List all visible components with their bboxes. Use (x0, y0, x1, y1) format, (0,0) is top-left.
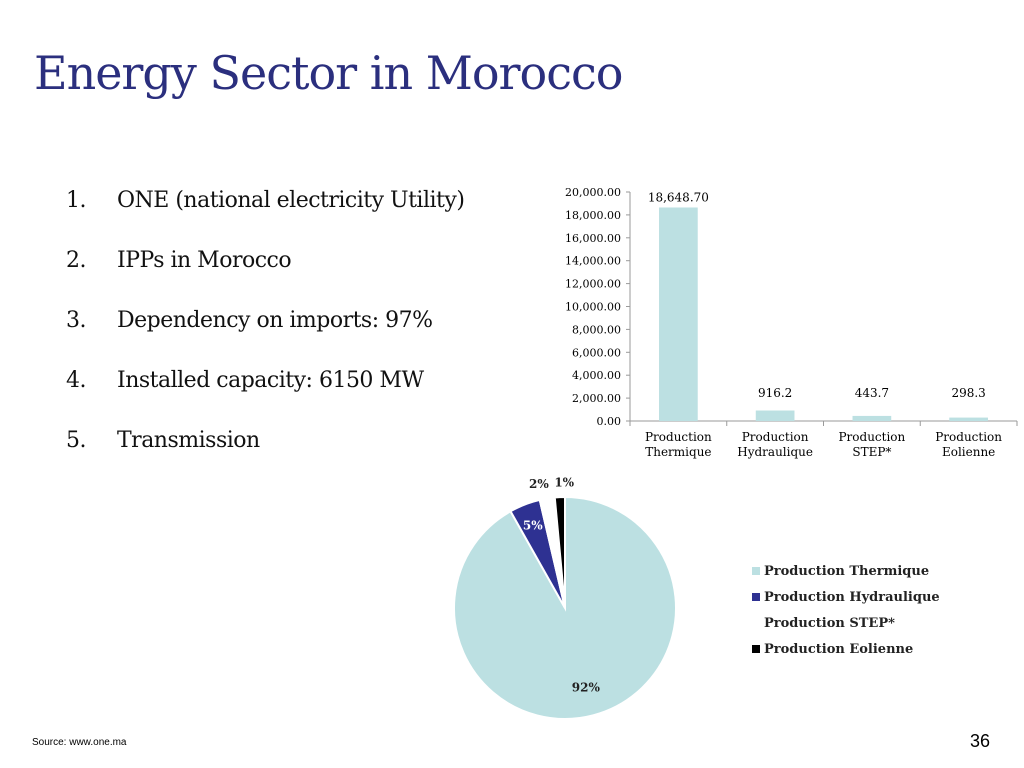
list-item-number: 4. (66, 368, 87, 393)
list-item-text: Transmission (117, 428, 260, 453)
list-item: 5. Transmission (66, 428, 464, 488)
y-tick-label: 2,000.00 (572, 392, 621, 405)
pie-legend: Production Thermique Production Hydrauli… (752, 558, 940, 662)
pie-data-label: 92% (572, 680, 601, 694)
pie-data-label: 1% (554, 476, 574, 490)
bar (949, 417, 988, 421)
bar (659, 207, 698, 421)
y-tick-label: 6,000.00 (572, 346, 621, 359)
pie-data-label: 5% (523, 518, 543, 532)
y-tick-label: 20,000.00 (565, 186, 621, 199)
legend-swatch (752, 619, 760, 627)
bar-data-label: 443.7 (855, 386, 889, 400)
legend-swatch (752, 593, 760, 601)
pie-slice (553, 495, 566, 609)
bar (852, 415, 892, 421)
legend-swatch (752, 567, 760, 575)
x-tick-label: Production STEP* (838, 430, 905, 459)
legend-swatch (752, 645, 760, 653)
source-note: Source: www.one.ma (32, 737, 127, 748)
y-tick-label: 16,000.00 (565, 232, 621, 245)
y-tick-label: 8,000.00 (572, 323, 621, 336)
legend-item: Production STEP* (752, 610, 940, 636)
slide-title: Energy Sector in Morocco (34, 46, 623, 100)
list-item-number: 5. (66, 428, 87, 453)
list-item: 3. Dependency on imports: 97% (66, 308, 464, 368)
bullet-list: 1. ONE (national electricity Utility) 2.… (66, 188, 465, 488)
y-tick-label: 10,000.00 (565, 301, 621, 314)
x-tick-label: Production Eolienne (935, 430, 1002, 459)
legend-label: Production Eolienne (764, 641, 914, 657)
y-tick-label: 0.00 (597, 415, 622, 428)
legend-label: Production Hydraulique (764, 589, 940, 605)
legend-item: Production Thermique (752, 558, 940, 584)
list-item: 4. Installed capacity: 6150 MW (66, 368, 464, 428)
y-tick-label: 14,000.00 (565, 255, 621, 268)
legend-label: Production Thermique (764, 563, 930, 579)
bar-chart: 0.00 2,000.00 4,000.00 6,000.00 8,000.00 10,0… (565, 186, 1018, 459)
legend-label: Production STEP* (764, 615, 895, 631)
bar-data-label: 916.2 (758, 386, 792, 400)
list-item-number: 1. (66, 188, 87, 213)
bar-data-label: 18,648.70 (648, 190, 709, 204)
bar-data-label: 298.3 (951, 386, 985, 400)
list-item: 1. ONE (national electricity Utility) (66, 188, 465, 248)
list-item: 2. IPPs in Morocco (66, 248, 464, 308)
list-item-number: 3. (66, 308, 87, 333)
x-tick-label: Production Thermique (645, 430, 712, 459)
legend-item: Production Hydraulique (752, 584, 940, 610)
page-number: 36 (969, 731, 990, 751)
y-tick-label: 4,000.00 (572, 369, 621, 382)
list-item-text: Installed capacity: 6150 MW (117, 368, 424, 393)
y-tick-label: 12,000.00 (565, 278, 621, 291)
list-item-text: Dependency on imports: 97% (117, 308, 433, 333)
list-item-text: ONE (national electricity Utility) (117, 188, 465, 213)
list-item-text: IPPs in Morocco (117, 248, 292, 273)
list-item-number: 2. (66, 248, 87, 273)
pie-data-label: 2% (529, 477, 549, 491)
legend-item: Production Eolienne (752, 636, 940, 662)
pie-chart: 92% 5% 2% 1% (453, 476, 677, 720)
x-tick-label: Production Hydraulique (737, 430, 813, 459)
y-tick-label: 18,000.00 (565, 209, 621, 222)
bar (755, 410, 795, 421)
